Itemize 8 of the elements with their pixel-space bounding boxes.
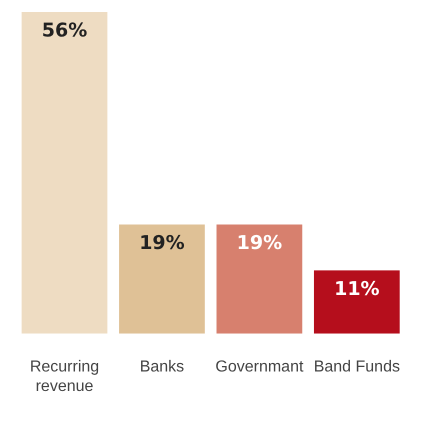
x-tick-label: Recurring revenue	[30, 358, 100, 395]
x-tick-label: Governmant	[215, 358, 304, 376]
x-tick-label: Band Funds	[314, 358, 400, 376]
data-label: 11%	[334, 278, 380, 300]
data-label: 19%	[139, 232, 185, 254]
x-tick-label: Banks	[140, 358, 184, 376]
data-label: 56%	[42, 19, 88, 42]
data-label: 19%	[236, 232, 282, 254]
